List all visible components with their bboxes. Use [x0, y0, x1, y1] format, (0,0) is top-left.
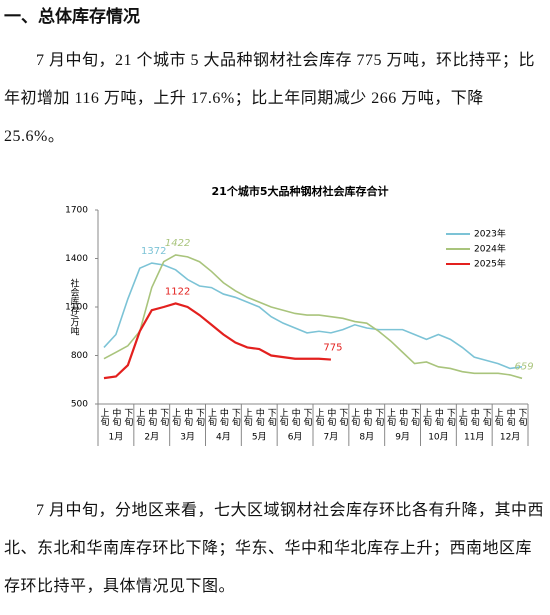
series-line [103, 254, 523, 380]
x-tick-label: 下旬 [302, 408, 313, 427]
x-tick-label: 中旬 [505, 407, 516, 427]
data-label: 1372 [141, 246, 166, 257]
legend-label: 2023年 [474, 228, 506, 240]
series-line [103, 302, 331, 380]
x-tick-label: 中旬 [218, 407, 229, 427]
x-tick-label: 下旬 [517, 408, 528, 427]
y-tick-label: 1700 [65, 206, 88, 216]
legend-label: 2025年 [474, 258, 506, 270]
month-label: 7月 [324, 432, 339, 443]
data-label: 659 [514, 361, 533, 372]
x-tick-label: 中旬 [325, 407, 336, 427]
data-label: 1122 [165, 286, 190, 297]
x-tick-label: 上旬 [493, 408, 504, 427]
month-label: 2月 [144, 432, 159, 443]
x-tick-label: 上旬 [134, 408, 145, 427]
x-tick-label: 下旬 [158, 408, 169, 427]
x-tick-label: 中旬 [110, 407, 121, 427]
paragraph: 7 月中旬，分地区来看，七大区域钢材社会库存环比各有升降，其中西北、东北和华南库… [4, 502, 545, 595]
x-tick-label: 下旬 [445, 408, 456, 427]
x-tick-label: 下旬 [122, 408, 133, 427]
series-line [103, 262, 523, 370]
x-tick-label: 中旬 [182, 407, 193, 427]
month-label: 10月 [428, 432, 448, 443]
x-tick-label: 下旬 [409, 408, 420, 427]
x-tick-label: 上旬 [170, 408, 181, 427]
x-tick-label: 上旬 [278, 408, 289, 427]
y-axis-label: 社会库存/万吨 [69, 277, 80, 335]
month-label: 6月 [288, 432, 303, 443]
x-tick-label: 上旬 [242, 408, 253, 427]
month-label: 8月 [359, 432, 374, 443]
x-tick-label: 上旬 [98, 408, 109, 427]
x-tick-label: 中旬 [433, 407, 444, 427]
y-tick-label: 800 [71, 351, 88, 361]
x-tick-label: 中旬 [290, 407, 301, 427]
heading: 一、总体库存情况 [4, 7, 140, 27]
month-label: 3月 [180, 432, 195, 443]
x-tick-label: 上旬 [385, 408, 396, 427]
chart-title: 21个城市5大品种钢材社会库存合计 [212, 184, 389, 198]
x-tick-label: 上旬 [421, 408, 432, 427]
x-tick-label: 下旬 [481, 408, 492, 427]
data-label: 775 [323, 343, 342, 354]
x-tick-label: 上旬 [349, 408, 360, 427]
y-tick-label: 500 [71, 400, 88, 410]
month-label: 9月 [395, 432, 410, 443]
x-tick-label: 上旬 [457, 408, 468, 427]
month-label: 12月 [500, 432, 520, 443]
x-tick-label: 中旬 [146, 407, 157, 427]
x-tick-label: 下旬 [373, 408, 384, 427]
chart: 21个城市5大品种钢材社会库存合计 社会库存/万吨 500 800 1100 1400… [65, 184, 534, 446]
month-label: 5月 [252, 432, 267, 443]
legend-label: 2024年 [474, 243, 506, 255]
month-label: 4月 [216, 432, 231, 443]
y-tick-label: 1400 [65, 254, 88, 264]
paragraph: 7 月中旬，21 个城市 5 大品种钢材社会库存 775 万吨，环比持平；比年初… [4, 52, 536, 145]
x-tick-label: 下旬 [337, 408, 348, 427]
data-label: 1422 [165, 238, 190, 249]
x-tick-label: 上旬 [206, 408, 217, 427]
x-tick-label: 下旬 [194, 408, 205, 427]
month-label: 11月 [464, 432, 484, 443]
x-tick-label: 中旬 [254, 407, 265, 427]
y-tick-label: 1100 [65, 303, 88, 313]
x-tick-label: 上旬 [313, 408, 324, 427]
month-label: 1月 [109, 432, 124, 443]
x-tick-label: 中旬 [397, 407, 408, 427]
x-tick-label: 下旬 [266, 408, 277, 427]
x-tick-label: 下旬 [230, 408, 241, 427]
x-tick-label: 中旬 [469, 407, 480, 427]
x-tick-label: 中旬 [361, 407, 372, 427]
